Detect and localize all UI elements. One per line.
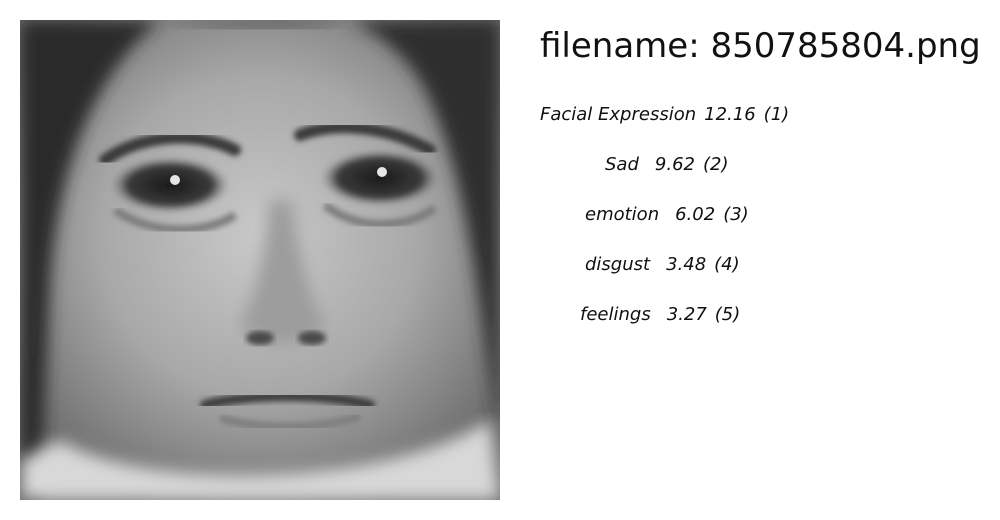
label-score: 9.62 [654,154,695,175]
filename-heading: filename: 850785804.png [540,22,981,70]
label-name: emotion [585,204,660,225]
face-photo [20,20,500,500]
label-score: 3.48 [666,254,707,275]
label-name: Facial Expression [540,104,697,125]
filename-value: 850785804.png [710,26,981,66]
label-rank: (1) [763,104,790,125]
label-row: Facial Expression 12.16 (1) [540,100,789,130]
label-row: Sad 9.62 (2) [605,150,728,180]
label-row: feelings 3.27 (5) [580,300,740,330]
label-rank: (2) [702,154,729,175]
label-rank: (4) [714,254,740,275]
label-score: 6.02 [675,204,716,225]
label-score: 3.27 [666,304,707,325]
label-score: 12.16 [704,104,756,125]
face-photo-image [20,20,500,500]
filename-prefix: filename: [540,26,711,66]
label-name: Sad [605,154,639,175]
label-rank: (5) [714,304,741,325]
label-row: emotion 6.02 (3) [585,200,749,230]
label-row: disgust 3.48 (4) [585,250,740,280]
label-name: disgust [585,254,651,275]
label-name: feelings [580,304,651,325]
label-rank: (3) [723,204,749,225]
